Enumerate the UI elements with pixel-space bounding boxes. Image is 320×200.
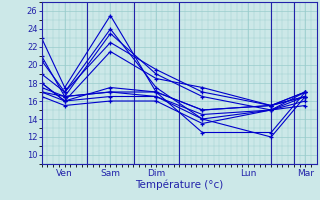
X-axis label: Température (°c): Température (°c) <box>135 179 223 190</box>
